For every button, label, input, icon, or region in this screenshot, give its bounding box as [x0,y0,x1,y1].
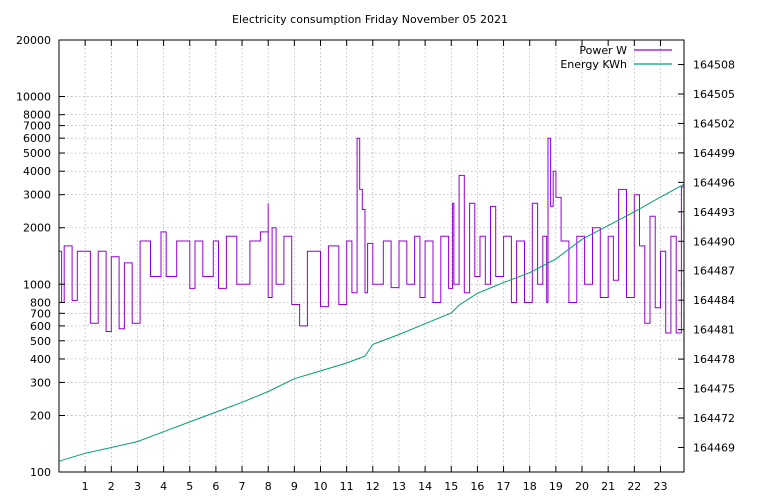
x-tick-label: 11 [340,480,354,493]
left-tick-label: 2000 [23,222,51,235]
right-tick-label: 164496 [693,176,735,189]
x-tick-label: 5 [186,480,193,493]
left-tick-label: 7000 [23,120,51,133]
right-tick-label: 164475 [693,383,735,396]
x-tick-label: 14 [418,480,432,493]
x-tick-label: 1 [82,480,89,493]
legend-energy-label: Energy KWh [560,58,627,71]
x-tick-label: 19 [549,480,563,493]
left-tick-label: 20000 [16,34,51,47]
right-tick-label: 164469 [693,441,735,454]
series-layer [58,137,685,462]
x-tick-label: 20 [575,480,589,493]
left-tick-label: 600 [30,320,51,333]
x-tick-label: 4 [160,480,167,493]
x-axis: 1 2 3 4 5 6 7 8 9 10 11 12 13 14 15 16 17 18 19 20 21 22 23 [82,40,667,493]
left-tick-label: 700 [30,307,51,320]
right-tick-label: 164478 [693,353,735,366]
left-tick-label: 8000 [23,109,51,122]
power-series-line [59,137,685,334]
left-tick-label: 800 [30,296,51,309]
chart-title: Electricity consumption Friday November … [232,13,508,26]
right-axis: 164469 164472 164475 164478 164481 164484 1644… [678,59,735,454]
x-tick-label: 13 [392,480,406,493]
x-tick-label: 2 [108,480,115,493]
right-tick-label: 164484 [693,294,735,307]
x-tick-label: 10 [314,480,328,493]
energy-series-line [58,183,685,462]
left-tick-label: 10000 [16,91,51,104]
x-tick-label: 23 [653,480,667,493]
x-tick-label: 17 [497,480,511,493]
right-tick-label: 164472 [693,412,735,425]
grid [59,40,684,472]
right-tick-label: 164499 [693,147,735,160]
plot-frame [58,39,685,473]
right-tick-label: 164505 [693,88,735,101]
x-tick-label: 9 [291,480,298,493]
right-tick-label: 164481 [693,324,735,337]
right-tick-label: 164493 [693,206,735,219]
x-tick-label: 16 [470,480,484,493]
left-tick-label: 6000 [23,132,51,145]
x-tick-label: 21 [601,480,615,493]
left-tick-label: 300 [30,376,51,389]
x-tick-label: 7 [239,480,246,493]
x-tick-label: 3 [134,480,141,493]
x-tick-label: 8 [265,480,272,493]
right-tick-label: 164502 [693,117,735,130]
legend: Power W Energy KWh [560,44,672,71]
left-tick-label: 200 [30,409,51,422]
right-tick-label: 164487 [693,265,735,278]
left-tick-label: 3000 [23,189,51,202]
left-tick-label: 100 [30,466,51,479]
legend-power-label: Power W [579,44,627,57]
left-tick-label: 4000 [23,165,51,178]
x-tick-label: 12 [366,480,380,493]
left-tick-label: 500 [30,335,51,348]
left-tick-label: 400 [30,353,51,366]
right-tick-label: 164490 [693,235,735,248]
right-tick-label: 164508 [693,59,735,72]
left-tick-label: 1000 [23,278,51,291]
left-tick-label: 5000 [23,147,51,160]
x-tick-label: 15 [444,480,458,493]
x-tick-label: 22 [627,480,641,493]
x-tick-label: 18 [523,480,537,493]
x-tick-label: 6 [212,480,219,493]
